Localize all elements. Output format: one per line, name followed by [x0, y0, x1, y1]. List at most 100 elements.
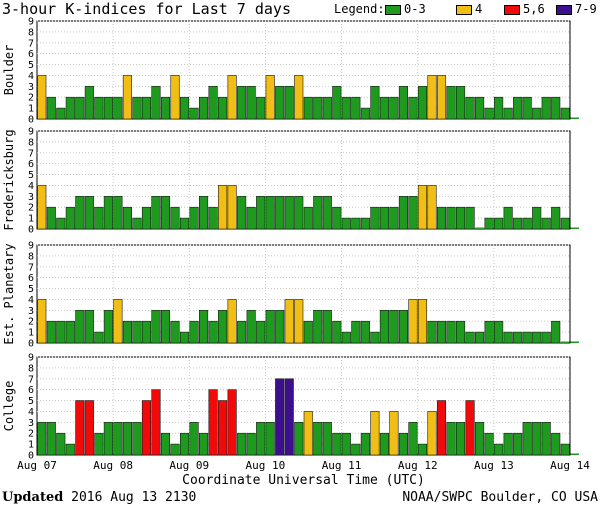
x-tick-label: Aug 13	[474, 459, 514, 472]
k-bar	[427, 411, 437, 456]
k-bar	[408, 299, 418, 344]
y-tick-label: 5	[28, 284, 34, 295]
k-bar	[56, 107, 66, 120]
k-bar	[446, 206, 456, 230]
k-bar	[122, 75, 132, 120]
k-bar	[56, 432, 66, 456]
y-tick-label: 3	[28, 82, 34, 93]
k-bar	[389, 411, 399, 456]
credit-line: NOAA/SWPC Boulder, CO USA	[402, 490, 598, 505]
k-bar	[65, 96, 75, 120]
k-bar	[341, 96, 351, 120]
k-bar	[303, 411, 313, 456]
k-bar	[179, 331, 190, 344]
k-bar	[284, 196, 294, 230]
y-tick-label: 1	[28, 440, 34, 451]
k-bar	[379, 432, 389, 456]
k-bar	[189, 206, 199, 230]
k-bar	[151, 389, 161, 456]
k-bar	[494, 96, 504, 120]
k-bar	[37, 185, 47, 230]
k-bar	[303, 320, 313, 344]
k-bar	[294, 299, 304, 344]
k-bar	[398, 310, 408, 344]
k-bar	[84, 196, 94, 230]
k-bar	[132, 217, 142, 230]
k-bar	[465, 331, 475, 344]
k-bar	[379, 310, 389, 344]
k-bar	[113, 96, 123, 120]
y-tick-label: 3	[28, 306, 34, 317]
station-label: Est. Planetary	[2, 243, 16, 344]
k-bar	[465, 400, 475, 456]
k-bar	[503, 432, 513, 456]
k-bar	[75, 310, 85, 344]
k-bar	[199, 432, 209, 456]
legend-swatch-severe	[556, 5, 572, 15]
k-bar	[370, 331, 380, 344]
k-bar	[570, 453, 580, 455]
k-bar	[503, 107, 513, 120]
k-bar	[122, 422, 132, 456]
y-tick-label: 1	[28, 104, 34, 115]
k-bar	[494, 443, 504, 456]
k-bar	[513, 217, 523, 230]
k-bar	[522, 331, 532, 344]
k-bar	[132, 422, 142, 456]
k-bar	[227, 185, 237, 230]
y-tick-label: 8	[28, 27, 34, 38]
k-bar	[398, 196, 408, 230]
y-tick-label: 4	[28, 71, 34, 82]
k-bar	[494, 320, 504, 344]
y-tick-label: 5	[28, 60, 34, 71]
updated-label: Updated	[2, 490, 64, 505]
k-bar	[151, 196, 161, 230]
k-bar	[389, 206, 399, 230]
x-tick-label: Aug 08	[93, 459, 133, 472]
x-tick-label: Aug 11	[322, 459, 362, 472]
legend-swatch-quiet	[385, 5, 401, 15]
k-bar	[113, 299, 123, 344]
k-bar	[256, 422, 266, 456]
k-bar	[532, 206, 542, 230]
k-bar	[446, 422, 456, 456]
k-bar	[237, 432, 247, 456]
k-bar	[455, 320, 466, 344]
k-bar	[465, 96, 475, 120]
y-tick-label: 2	[28, 93, 34, 104]
k-bar	[75, 96, 85, 120]
k-bar	[484, 217, 494, 230]
k-bar	[560, 341, 570, 343]
k-bar	[208, 389, 218, 456]
k-bar	[389, 96, 399, 120]
k-bar	[160, 432, 171, 456]
k-bar	[436, 400, 447, 456]
k-bar	[332, 86, 342, 120]
k-bar	[427, 320, 437, 344]
k-bar	[541, 422, 551, 456]
x-tick-label: Aug 10	[246, 459, 286, 472]
k-bar	[513, 96, 523, 120]
k-bar	[484, 432, 494, 456]
k-bar	[189, 422, 199, 456]
y-tick-label: 8	[28, 251, 34, 262]
k-bar	[141, 96, 152, 120]
k-bar	[265, 75, 275, 120]
legend-text-quiet: 0-3	[404, 2, 426, 16]
k-bar	[208, 206, 218, 230]
k-bar	[151, 86, 161, 120]
y-tick-label: 4	[28, 181, 34, 192]
k-bar	[132, 96, 142, 120]
y-tick-label: 5	[28, 170, 34, 181]
k-bar	[284, 299, 294, 344]
k-bar	[570, 227, 580, 229]
x-tick-label: Aug 14	[550, 459, 590, 472]
k-bar	[265, 196, 275, 230]
y-tick-label: 5	[28, 396, 34, 407]
k-bar	[275, 310, 285, 344]
k-bar	[65, 443, 75, 456]
k-bar	[65, 320, 75, 344]
k-bar	[227, 389, 237, 456]
k-bar	[322, 96, 332, 120]
